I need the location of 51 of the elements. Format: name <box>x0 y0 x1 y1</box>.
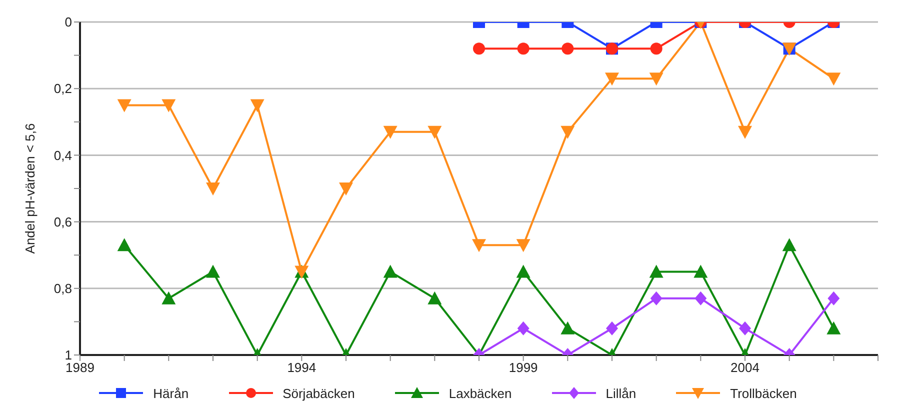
point <box>605 72 619 86</box>
point <box>560 321 575 334</box>
point <box>650 291 662 306</box>
point <box>606 321 618 336</box>
point <box>472 239 486 252</box>
point <box>828 291 840 306</box>
legend-label: Härån <box>153 386 189 400</box>
point <box>473 42 485 55</box>
y-tick-label: 1 <box>64 348 72 363</box>
point <box>782 238 796 252</box>
legend-label: Lillån <box>606 386 636 400</box>
point <box>826 72 841 86</box>
point <box>250 99 264 112</box>
point <box>739 321 751 336</box>
point <box>649 72 664 86</box>
point <box>428 126 442 139</box>
point <box>206 264 220 278</box>
y-tick-label: 0,2 <box>54 81 72 96</box>
point <box>560 126 575 139</box>
point <box>383 126 398 139</box>
x-tick-label: 1989 <box>66 360 94 376</box>
point <box>162 291 176 304</box>
y-tick-label: 0 <box>64 14 72 30</box>
point <box>117 99 132 112</box>
point <box>694 264 708 278</box>
legend-label: Laxbäcken <box>448 386 512 400</box>
y-tick-label: 0,8 <box>54 281 72 296</box>
point <box>738 126 752 139</box>
y-tick-label: 0,6 <box>54 214 72 230</box>
point <box>428 291 442 304</box>
point <box>206 182 220 196</box>
point <box>826 321 841 334</box>
point <box>516 264 530 278</box>
x-tick-label: 1994 <box>287 360 316 376</box>
point <box>383 264 398 278</box>
point <box>517 42 530 55</box>
point <box>562 42 574 55</box>
y-axis-title: Andel pH-värden < 5,6 <box>22 123 38 254</box>
x-tick-label: 2004 <box>730 360 760 376</box>
point <box>649 264 664 278</box>
point <box>162 99 176 112</box>
point <box>339 182 353 196</box>
point <box>650 42 662 55</box>
point <box>516 239 530 252</box>
legend-label: Trollbäcken <box>730 386 797 400</box>
y-tick-label: 0,4 <box>54 148 72 163</box>
point <box>517 321 530 336</box>
point <box>694 291 707 306</box>
x-tick-label: 1999 <box>508 360 538 376</box>
legend-label: Sörjabäcken <box>282 386 355 400</box>
point <box>117 238 132 252</box>
